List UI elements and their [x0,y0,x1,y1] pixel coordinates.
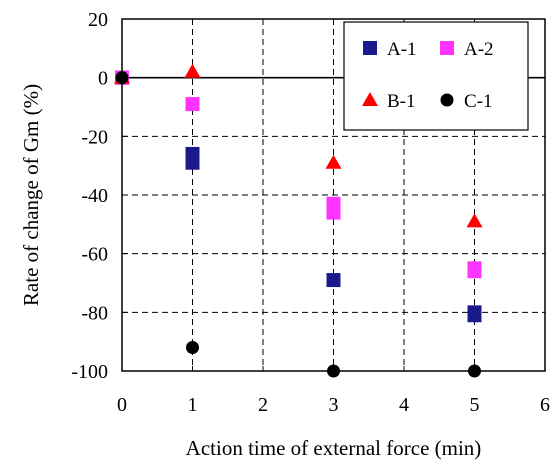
x-axis-label: Action time of external force (min) [186,436,482,460]
point-a-1 [185,155,200,170]
x-tick-label: 6 [540,394,550,416]
legend-box [343,21,529,131]
legend-label-c-1: C-1 [464,91,493,112]
point-b-1 [325,154,342,169]
legend-marker-b-1 [362,92,378,106]
x-tick-label: 0 [117,394,127,416]
x-tick-label: 3 [329,394,339,416]
point-a-2 [326,205,341,220]
y-tick-label: -20 [81,126,108,148]
point-a-1 [467,308,482,323]
y-tick-label: -100 [71,361,108,383]
y-axis-label: Rate of change of Gm (%) [19,84,43,306]
x-tick-label: 2 [258,394,268,416]
y-tick-label: 0 [98,68,108,90]
y-tick-label: -40 [81,185,108,207]
x-tick-label: 4 [399,394,409,416]
legend-marker-a-2 [440,41,454,55]
data-points [114,63,483,378]
legend-label-a-2: A-2 [464,39,494,60]
legend-label-b-1: B-1 [387,91,416,112]
x-tick-label: 5 [470,394,480,416]
point-c-1 [186,341,199,355]
point-a-2 [185,97,200,112]
axis-ticks: 0 1 2 3 4 5 6 20 0 -20 -40 -60 -80 -100 [71,9,550,416]
legend-marker-a-1 [363,41,377,55]
y-tick-label: -60 [81,244,108,266]
point-b-1 [184,63,201,78]
point-a-1 [326,273,341,288]
point-a-2 [467,264,482,279]
y-tick-label: 20 [88,9,108,31]
x-tick-label: 1 [188,394,198,416]
plot-frame [121,18,546,372]
y-tick-label: -80 [81,302,108,324]
legend-label-a-1: A-1 [387,39,417,60]
legend-marker-c-1 [440,93,454,107]
legend: A-1 A-2 B-1 C-1 [343,21,529,131]
point-b-1 [466,213,483,228]
